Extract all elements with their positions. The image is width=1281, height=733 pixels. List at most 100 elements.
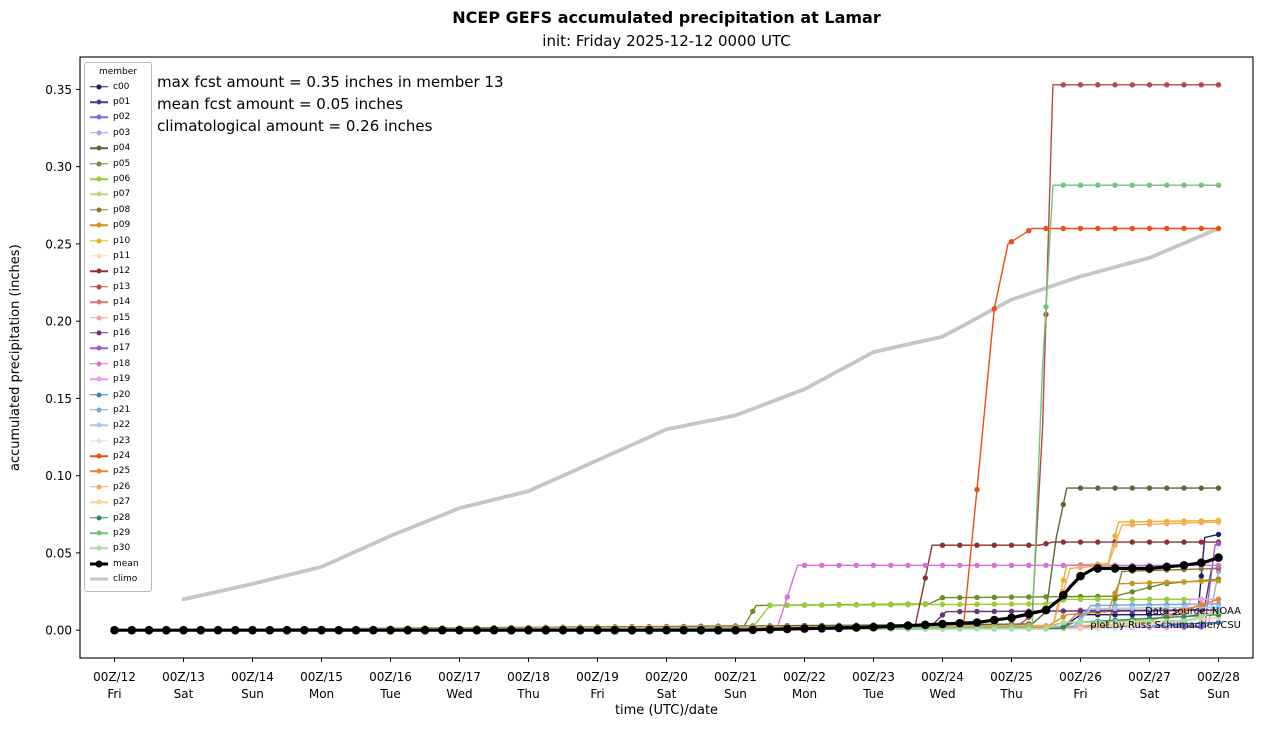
legend-item-p16: p16 xyxy=(90,325,146,340)
x-tick-label-utc: 00Z/25 xyxy=(990,670,1033,684)
legend-label: p16 xyxy=(113,327,131,338)
legend-label: p04 xyxy=(113,143,131,154)
legend-item-p03: p03 xyxy=(90,125,146,140)
legend-swatch-p01 xyxy=(90,98,108,107)
annotation-max: max fcst amount = 0.35 inches in member … xyxy=(157,73,504,91)
x-tick-label-day: Tue xyxy=(862,687,884,701)
legend-label: p17 xyxy=(113,343,131,354)
legend-swatch-c00 xyxy=(90,82,108,91)
legend-item-p05: p05 xyxy=(90,156,146,171)
legend-swatch-p29 xyxy=(90,529,108,538)
x-tick-label-utc: 00Z/22 xyxy=(783,670,826,684)
x-tick-label-day: Fri xyxy=(107,687,121,701)
legend-item-p23: p23 xyxy=(90,433,146,448)
source-line-2: plot by Russ Schumacher/CSU xyxy=(1090,620,1241,631)
legend-item-p07: p07 xyxy=(90,187,146,202)
legend-item-p19: p19 xyxy=(90,371,146,386)
legend-label: p24 xyxy=(113,451,131,462)
legend-label: p19 xyxy=(113,374,131,385)
legend-label: climo xyxy=(113,574,138,585)
legend-item-p15: p15 xyxy=(90,310,146,325)
series-mean xyxy=(110,553,1223,635)
legend-label: p25 xyxy=(113,466,131,477)
legend-item-p25: p25 xyxy=(90,464,146,479)
legend-swatch-p26 xyxy=(90,482,108,491)
x-tick-label-day: Sat xyxy=(174,687,194,701)
legend-label: p13 xyxy=(113,281,131,292)
x-tick-label-day: Sat xyxy=(1140,687,1160,701)
legend-label: mean xyxy=(113,558,139,569)
legend-title: member xyxy=(98,67,138,77)
x-tick-label-utc: 00Z/15 xyxy=(300,670,343,684)
legend-label: p20 xyxy=(113,389,131,400)
legend-label: p15 xyxy=(113,312,131,323)
legend-swatch-p23 xyxy=(90,436,108,445)
source-line-1: Data source: NOAA xyxy=(1145,606,1241,617)
legend-swatch-p14 xyxy=(90,298,108,307)
y-tick-label: 0.15 xyxy=(45,392,72,406)
legend-label: p06 xyxy=(113,174,131,185)
legend-swatch-climo xyxy=(90,575,108,584)
x-axis-label: time (UTC)/date xyxy=(614,703,719,718)
legend-label: p10 xyxy=(113,235,131,246)
legend-swatch-p16 xyxy=(90,328,108,337)
legend-item-p13: p13 xyxy=(90,279,146,294)
x-tick-label-utc: 00Z/27 xyxy=(1128,670,1171,684)
legend-item-p26: p26 xyxy=(90,479,146,494)
legend-swatch-p28 xyxy=(90,513,108,522)
legend-label: p02 xyxy=(113,112,131,123)
x-tick-label-day: Sun xyxy=(241,687,264,701)
legend-swatch-p20 xyxy=(90,390,108,399)
x-tick-label-day: Mon xyxy=(792,687,817,701)
legend-label: p30 xyxy=(113,543,131,554)
legend-label: p29 xyxy=(113,528,131,539)
legend-swatch-p13 xyxy=(90,282,108,291)
legend-swatch-p17 xyxy=(90,344,108,353)
legend-item-p08: p08 xyxy=(90,202,146,217)
legend-swatch-p11 xyxy=(90,251,108,260)
legend-swatch-p06 xyxy=(90,175,108,184)
x-tick-label-day: Sun xyxy=(724,687,747,701)
legend-item-p22: p22 xyxy=(90,418,146,433)
legend-swatch-p02 xyxy=(90,113,108,122)
legend-item-p18: p18 xyxy=(90,356,146,371)
series-climo xyxy=(181,226,1221,602)
legend-item-p14: p14 xyxy=(90,294,146,309)
source-note: Data source: NOAA plot by Russ Schumache… xyxy=(1090,605,1241,633)
legend-item-p01: p01 xyxy=(90,94,146,109)
legend-label: c00 xyxy=(113,81,130,92)
legend-swatch-p12 xyxy=(90,267,108,276)
y-tick-label: 0.05 xyxy=(45,546,72,560)
legend-label: p14 xyxy=(113,297,131,308)
x-tick-label-day: Thu xyxy=(999,687,1023,701)
legend-item-p10: p10 xyxy=(90,233,146,248)
legend-label: p28 xyxy=(113,512,131,523)
legend-item-p30: p30 xyxy=(90,541,146,556)
legend-item-p24: p24 xyxy=(90,448,146,463)
y-tick-label: 0.30 xyxy=(45,160,72,174)
x-tick-label-day: Thu xyxy=(516,687,540,701)
legend-swatch-p03 xyxy=(90,128,108,137)
legend-label: p05 xyxy=(113,158,131,169)
legend-swatch-p08 xyxy=(90,205,108,214)
legend-swatch-p30 xyxy=(90,544,108,553)
legend-item-p27: p27 xyxy=(90,495,146,510)
x-tick-label-day: Wed xyxy=(446,687,472,701)
legend-swatch-mean xyxy=(90,559,108,568)
legend-item-p04: p04 xyxy=(90,141,146,156)
legend-item-p11: p11 xyxy=(90,248,146,263)
annotation-mean: mean fcst amount = 0.05 inches xyxy=(157,95,403,113)
legend-item-p02: p02 xyxy=(90,110,146,125)
legend-item-p21: p21 xyxy=(90,402,146,417)
x-tick-label-utc: 00Z/19 xyxy=(576,670,619,684)
y-tick-label: 0.10 xyxy=(45,469,72,483)
legend-label: p12 xyxy=(113,266,131,277)
legend-swatch-p05 xyxy=(90,159,108,168)
legend-label: p23 xyxy=(113,435,131,446)
legend-item-p29: p29 xyxy=(90,525,146,540)
annotation-block: max fcst amount = 0.35 inches in member … xyxy=(157,71,504,137)
x-tick-label-utc: 00Z/17 xyxy=(438,670,481,684)
x-tick-label-utc: 00Z/13 xyxy=(162,670,205,684)
